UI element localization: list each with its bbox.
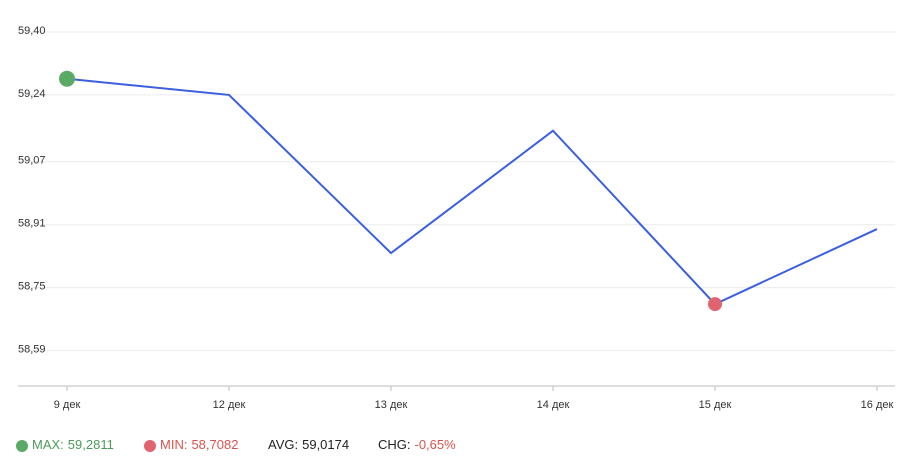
stat-value: 58,7082 xyxy=(191,437,238,452)
line xyxy=(66,77,878,306)
y-tick-label: 59,24 xyxy=(18,88,46,100)
stat: MIN: 58,7082 xyxy=(160,437,238,452)
stat-dot xyxy=(144,440,156,452)
stat-value: 59,0174 xyxy=(302,437,349,452)
stat-dot xyxy=(16,440,28,452)
min-marker xyxy=(708,297,722,312)
y-tick-label: 59,40 xyxy=(18,25,46,37)
stat-label: MAX: xyxy=(32,437,64,452)
stat: MAX: 59,2811 xyxy=(32,437,114,452)
stat-value: 59,2811 xyxy=(68,437,114,452)
stat: AVG: 59,0174 xyxy=(268,437,349,452)
stat-label: AVG: xyxy=(268,437,298,452)
x-tick-label: 15 дек xyxy=(699,399,732,411)
x-tick-label: 12 дек xyxy=(213,399,246,411)
stat-value: -0,65% xyxy=(415,437,457,452)
x-tick-label: 14 дек xyxy=(537,399,570,411)
x-tick-label: 9 дек xyxy=(54,399,81,411)
stat: CHG: -0,65% xyxy=(378,437,456,452)
y-tick-label: 58,91 xyxy=(18,218,46,230)
y-tick-label: 58,59 xyxy=(18,344,46,356)
max-marker xyxy=(59,70,75,87)
y-tick-label: 58,75 xyxy=(18,281,46,293)
stat-label: CHG: xyxy=(378,437,411,452)
x-tick-label: 16 дек xyxy=(861,399,894,411)
y-tick-label: 59,07 xyxy=(18,155,46,167)
x-tick-label: 13 дек xyxy=(375,399,408,411)
stat-label: MIN: xyxy=(160,437,187,452)
